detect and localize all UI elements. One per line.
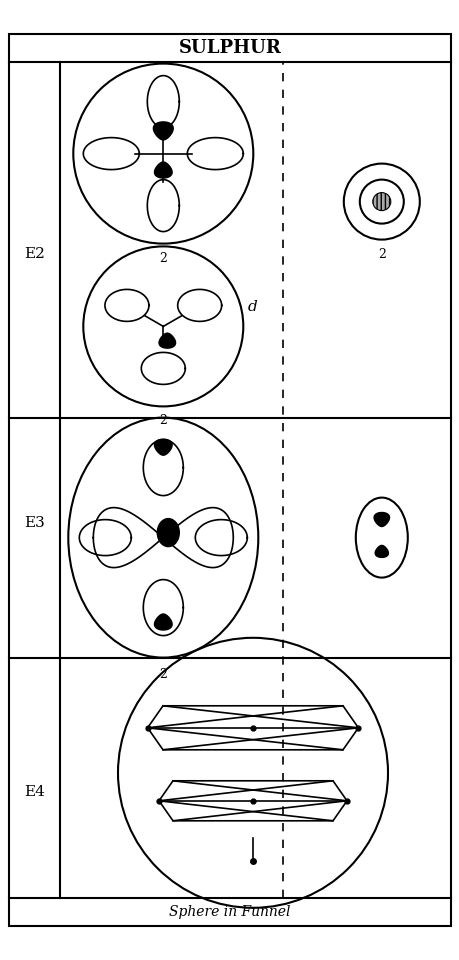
Polygon shape [153, 122, 173, 140]
Text: 2: 2 [159, 667, 167, 681]
Polygon shape [154, 614, 172, 630]
Text: 2: 2 [159, 415, 167, 427]
Polygon shape [154, 162, 172, 178]
Polygon shape [159, 333, 175, 348]
Text: E4: E4 [24, 785, 45, 799]
Text: Sphere in Funnel: Sphere in Funnel [169, 905, 290, 919]
Polygon shape [375, 545, 387, 558]
Circle shape [372, 193, 390, 210]
Polygon shape [373, 513, 389, 526]
Text: E3: E3 [24, 516, 45, 530]
Text: d: d [247, 300, 257, 314]
Text: E2: E2 [24, 248, 45, 261]
Text: 2: 2 [377, 248, 385, 260]
Text: 2: 2 [159, 252, 167, 265]
Ellipse shape [157, 518, 179, 546]
Polygon shape [154, 440, 172, 455]
Text: SULPHUR: SULPHUR [178, 39, 281, 57]
